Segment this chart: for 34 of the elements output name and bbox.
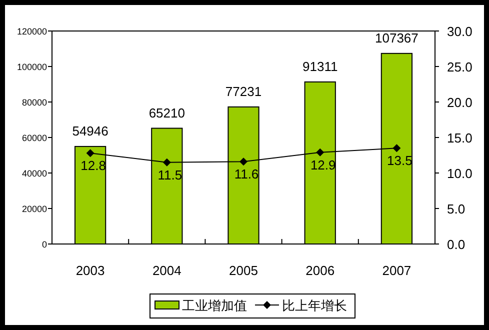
x-tick-label: 2003 bbox=[76, 263, 105, 278]
legend-label: 工业增加值 bbox=[182, 298, 247, 313]
y-tick-label: 120000 bbox=[16, 26, 47, 36]
y2-tick-label: 30.0 bbox=[447, 24, 472, 39]
x-tick-label: 2007 bbox=[382, 263, 412, 278]
y-tick-label: 80000 bbox=[22, 98, 47, 108]
point bbox=[316, 148, 324, 156]
y2-tick-label: 15.0 bbox=[447, 130, 472, 146]
data-label: 65210 bbox=[148, 105, 185, 120]
data-label: 12.9 bbox=[310, 157, 336, 172]
y2-tick-label: 20.0 bbox=[447, 95, 472, 110]
y-tick-label: 20000 bbox=[22, 204, 47, 214]
data-label: 91311 bbox=[302, 58, 338, 74]
data-label: 54946 bbox=[72, 123, 108, 138]
point bbox=[86, 149, 94, 158]
point bbox=[392, 144, 401, 152]
y2-tick-label: 25.0 bbox=[447, 60, 472, 74]
y2-tick-label: 10.0 bbox=[447, 166, 472, 181]
point bbox=[162, 158, 171, 166]
data-label: 11.5 bbox=[158, 167, 182, 182]
y2-tick-label: 5.0 bbox=[447, 202, 466, 216]
data-label: 107367 bbox=[375, 30, 418, 46]
legend-label: 比上年增长 bbox=[282, 298, 347, 313]
x-tick-label: 2004 bbox=[152, 263, 182, 278]
y-tick-label: 0 bbox=[42, 240, 47, 250]
y-tick-label: 60000 bbox=[22, 133, 47, 143]
data-label: 11.6 bbox=[234, 166, 259, 182]
data-label: 77231 bbox=[225, 84, 262, 99]
y2-tick-label: 0.0 bbox=[447, 237, 466, 252]
x-tick-label: 2005 bbox=[229, 263, 258, 278]
y-tick-label: 100000 bbox=[16, 62, 47, 72]
point bbox=[240, 158, 248, 166]
y-tick-label: 40000 bbox=[22, 168, 47, 178]
x-tick-label: 2006 bbox=[306, 263, 335, 278]
